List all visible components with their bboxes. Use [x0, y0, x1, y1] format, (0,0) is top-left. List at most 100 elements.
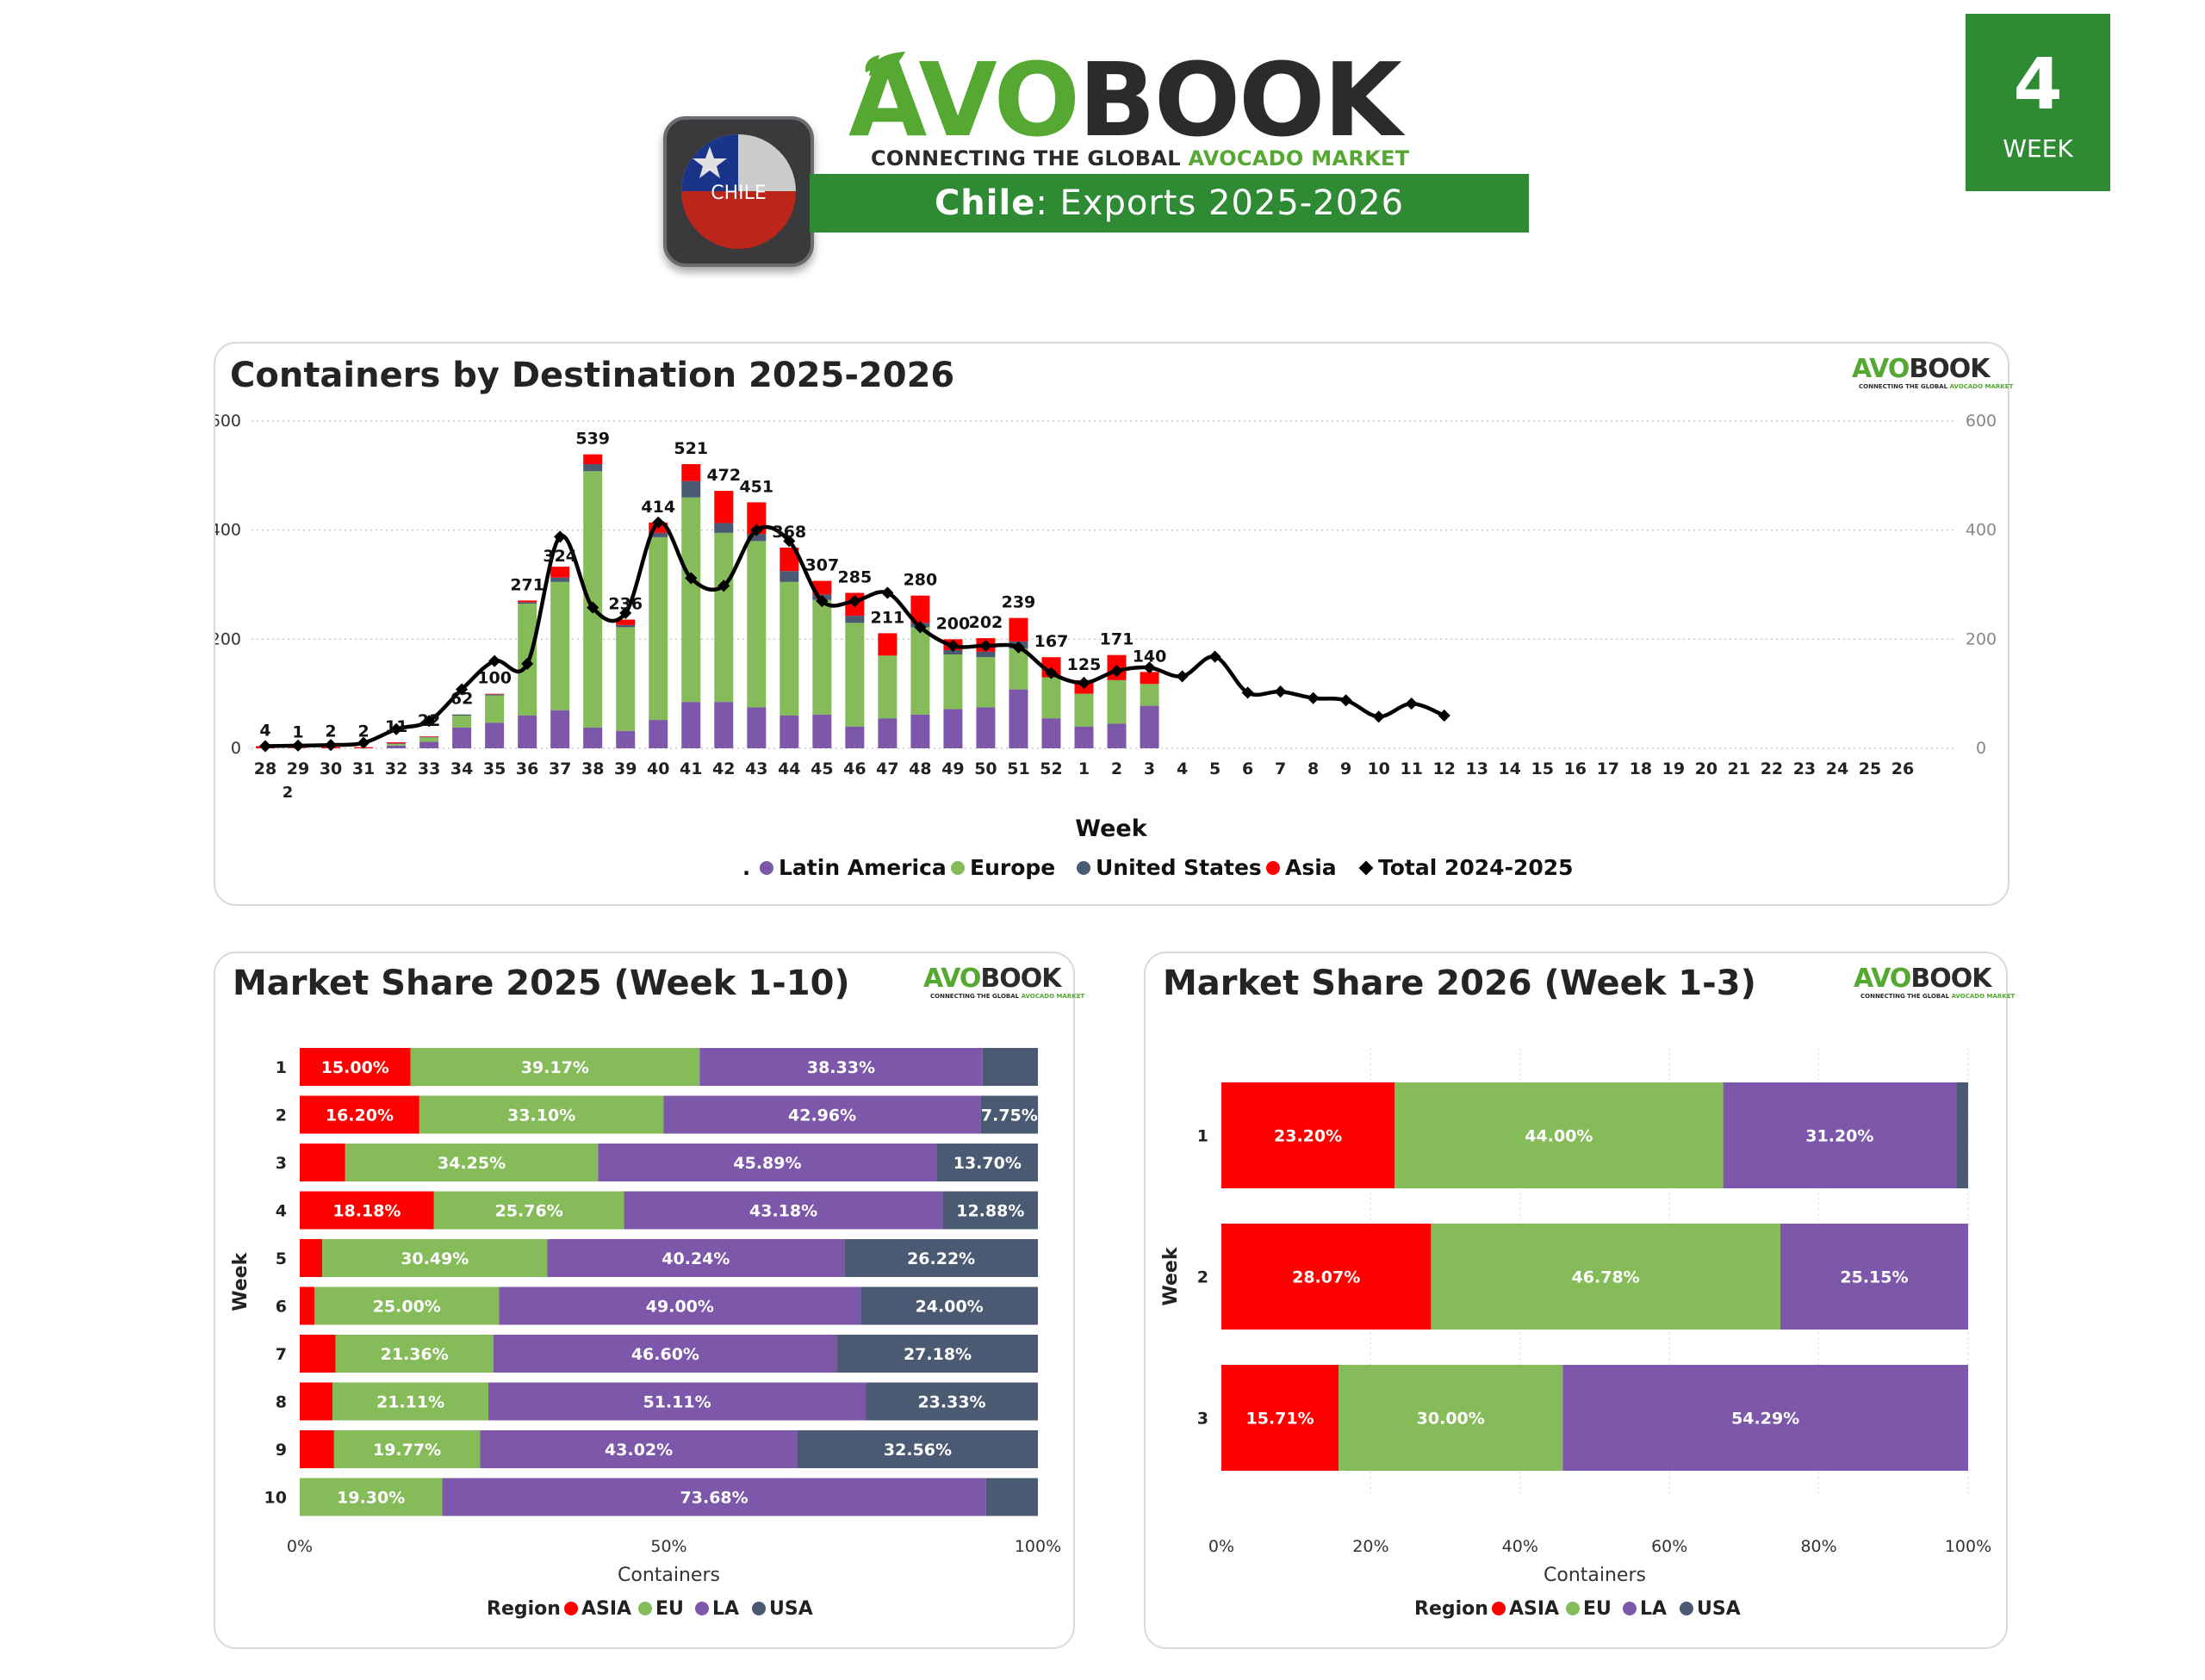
bar-europe [1009, 648, 1028, 690]
legend-item: ASIA [581, 1598, 631, 1620]
bar-europe [419, 737, 439, 742]
bar-la [598, 1144, 937, 1181]
bar-latin-america [910, 714, 930, 748]
x-tick-label: 36 [516, 759, 538, 778]
bar-asia [1221, 1365, 1339, 1471]
bar-eu [1431, 1224, 1780, 1330]
bar-europe [681, 497, 701, 703]
mini-brand-book: BOOK [980, 964, 1061, 994]
data-label: 472 [706, 466, 741, 485]
total-2024-2025-point [1241, 686, 1254, 699]
legend-marker [1266, 861, 1280, 875]
x-tick-label: 37 [549, 759, 571, 778]
bar-united-states [419, 736, 439, 738]
leaf-icon [865, 52, 905, 76]
y-tick-label-right: 200 [1966, 629, 1997, 648]
data-label: 40.24% [662, 1249, 730, 1268]
bar-europe [910, 627, 930, 715]
x-tick-label: 1 [1078, 759, 1090, 778]
bar-asia [616, 619, 636, 625]
market-share-2026-panel: Market Share 2026 (Week 1-3) AVOBOOK CON… [1144, 952, 2015, 1649]
chart-title-2026: Market Share 2026 (Week 1-3) [1163, 964, 1756, 1003]
bar-europe [943, 654, 963, 710]
total-2024-2025-point [1307, 691, 1320, 704]
bar-eu [335, 1335, 494, 1373]
data-label: 167 [1034, 632, 1069, 651]
bar-usa [985, 1478, 1038, 1516]
data-label: 12.88% [956, 1201, 1024, 1220]
data-label: 46.78% [1572, 1268, 1640, 1286]
x-tick-label: 24 [1826, 759, 1848, 778]
total-2024-2025-point [1405, 697, 1418, 710]
x-tick-label: 19 [1662, 759, 1685, 778]
bar-eu [333, 1430, 481, 1468]
data-label: 39.17% [521, 1058, 589, 1077]
mini-tagline-1: CONNECTING THE GLOBAL [1860, 993, 1952, 1000]
legend-title: . [742, 856, 750, 880]
bar-europe [714, 532, 734, 703]
bar-usa [1956, 1082, 1968, 1188]
data-label: 15.71% [1246, 1409, 1314, 1428]
data-label: 2 [325, 722, 336, 741]
x-tick-label: 50% [650, 1537, 686, 1556]
bar-latin-america [878, 718, 898, 748]
bar-europe [452, 716, 472, 728]
bar-la [1780, 1224, 1968, 1330]
data-label: 33.10% [507, 1106, 575, 1125]
total-2024-2025-point [357, 736, 370, 749]
mini-tagline-1: CONNECTING THE GLOBAL [930, 993, 1022, 1000]
bar-asia [300, 1144, 345, 1181]
total-2024-2025-point [1438, 709, 1450, 722]
bar-asia [300, 1382, 333, 1421]
bar-eu [322, 1239, 548, 1277]
x-tick-label: 10 [1367, 759, 1389, 778]
x-tick-label: 2 [1111, 759, 1122, 778]
x-tick-label: 15 [1531, 759, 1554, 778]
data-label: 202 [969, 613, 1003, 632]
bar-united-states [943, 650, 963, 655]
x-tick-label: 40 [647, 759, 669, 778]
legend-title: Region [1414, 1598, 1488, 1620]
x-tick-label: 8 [1307, 759, 1319, 778]
data-label: 23.20% [1274, 1126, 1342, 1145]
x-axis-title: Containers [1544, 1565, 1646, 1586]
x-tick-label: 0% [1208, 1537, 1234, 1556]
mini-tagline-2: AVOCADO MARKET [1951, 993, 2016, 1000]
x-tick-label: 25 [1859, 759, 1881, 778]
x-tick-label: 18 [1630, 759, 1652, 778]
legend-item: EU [1583, 1598, 1612, 1620]
data-label: 539 [575, 430, 610, 449]
x-tick-label: 21 [1728, 759, 1750, 778]
y-tick-label-right: 400 [1966, 521, 1997, 540]
bar-asia [878, 633, 898, 656]
bar-la [1562, 1365, 1968, 1471]
bar-asia [910, 595, 930, 623]
bar-asia [300, 1286, 315, 1325]
week-number: 4 [2013, 44, 2063, 126]
y-axis-title: Week [1160, 1246, 1182, 1305]
market-share-2025-panel: Market Share 2025 (Week 1-10) AVOBOOK CO… [214, 952, 1084, 1649]
bar-usa [837, 1335, 1038, 1373]
bar-latin-america [419, 741, 439, 748]
total-2024-2025-point [783, 535, 796, 548]
x-tick-label: 3 [1144, 759, 1155, 778]
y-tick-label: 9 [276, 1441, 287, 1460]
x-tick-label: 46 [843, 759, 866, 778]
data-label: 30.00% [1417, 1409, 1485, 1428]
data-label: 21.11% [376, 1392, 444, 1411]
total-2024-2025-point [456, 683, 469, 696]
mini-tagline-1: CONNECTING THE GLOBAL [1859, 383, 1950, 390]
bar-united-states [976, 651, 996, 658]
bar-latin-america [747, 707, 767, 748]
x-axis-title: Week [1075, 815, 1147, 842]
x-tick-label: 14 [1499, 759, 1521, 778]
y-tick-label: 2 [276, 1107, 287, 1125]
x-tick-label: 49 [941, 759, 964, 778]
legend-title: Region [487, 1598, 561, 1620]
bar-latin-america [1140, 705, 1159, 748]
bar-latin-america [616, 730, 636, 748]
data-label: 22 [418, 711, 440, 730]
bar-la [488, 1382, 866, 1421]
total-2024-2025-point [848, 594, 861, 608]
bar-la [663, 1095, 981, 1134]
